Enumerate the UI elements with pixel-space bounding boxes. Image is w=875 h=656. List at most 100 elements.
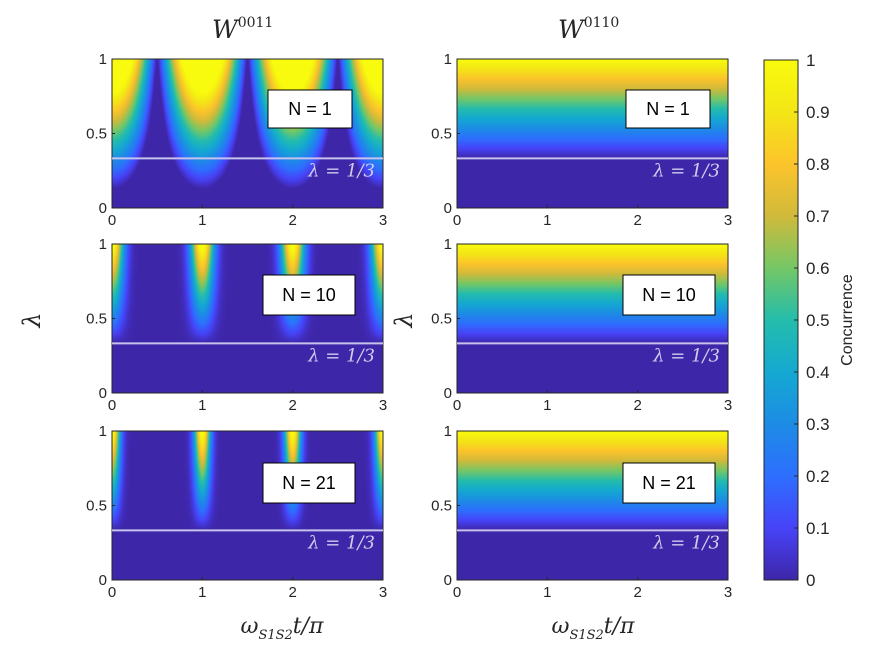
- xtick-label-W0011-N1-0: 0: [108, 212, 116, 229]
- xtick-label-W0011-N21-3: 3: [379, 584, 387, 601]
- colorbar-tick-label-3: 0.3: [806, 415, 830, 434]
- colorbar-tick-label-4: 0.4: [806, 363, 830, 382]
- heatmap-canvas-W0011-N21: [112, 431, 383, 580]
- lambda-line-label-W0011-N21: λ = 1/3: [307, 532, 375, 553]
- ytick-label-W0011-N1-2: 1: [99, 51, 107, 68]
- xtick-label-W0110-N21-1: 1: [543, 584, 551, 601]
- n-box-label-W0110-N10: N = 10: [642, 285, 696, 305]
- xtick-label-W0011-N1-2: 2: [288, 212, 296, 229]
- ytick-label-W0011-N10-0: 0: [99, 385, 107, 402]
- heatmap-canvas-W0110-N10: [457, 244, 728, 393]
- column-title-W0110: W0110: [558, 15, 619, 44]
- ylabel-left: λ: [18, 312, 46, 328]
- colorbar-tick-label-6: 0.6: [806, 259, 830, 278]
- colorbar-tick-label-5: 0.5: [806, 311, 830, 330]
- xtick-label-W0110-N21-2: 2: [633, 584, 641, 601]
- colorbar-label: Concurrence: [839, 274, 856, 366]
- lambda-line-label-W0011-N1: λ = 1/3: [307, 160, 375, 181]
- heatmap-canvas-W0110-N1: [457, 59, 728, 208]
- xlabel-right-tail: t/π: [604, 614, 635, 639]
- xlabel-right-sub: S1S2: [569, 628, 603, 643]
- panel-W0011-N10: λ = 1/3 N = 10 0 1 2 3 0 0.5 1: [86, 236, 387, 414]
- xtick-label-W0110-N10-3: 3: [724, 397, 732, 414]
- ytick-label-W0011-N10-2: 1: [99, 236, 107, 253]
- colorbar-tick-label-1: 0.1: [806, 519, 830, 538]
- n-box-label-W0011-N21: N = 21: [282, 473, 336, 493]
- xtick-label-W0110-N1-0: 0: [453, 212, 461, 229]
- xtick-label-W0110-N10-2: 2: [633, 397, 641, 414]
- colorbar-tick-label-9: 0.9: [806, 103, 830, 122]
- xtick-label-W0011-N10-1: 1: [198, 397, 206, 414]
- lambda-line-label-W0011-N10: λ = 1/3: [307, 345, 375, 366]
- ytick-label-W0011-N21-0: 0: [99, 572, 107, 589]
- n-box-W0110-N1: [625, 89, 711, 129]
- xtick-label-W0110-N10-0: 0: [453, 397, 461, 414]
- svg-text:W0110: W0110: [558, 15, 619, 44]
- ytick-label-W0110-N21-2: 1: [444, 423, 452, 440]
- colorbar-ticks: 0 0.1 0.2 0.3 0.4 0.5 0.6 0.7 0.8 0.9 1: [794, 51, 830, 590]
- ytick-label-W0110-N1-0: 0: [444, 200, 452, 217]
- xtick-label-W0011-N10-2: 2: [288, 397, 296, 414]
- xtick-label-W0110-N1-3: 3: [724, 212, 732, 229]
- xtick-label-W0011-N10-0: 0: [108, 397, 116, 414]
- lambda-line-label-W0110-N21: λ = 1/3: [652, 532, 720, 553]
- heatmap-W0011-N10: [112, 244, 383, 393]
- ytick-label-W0110-N21-1: 0.5: [431, 498, 452, 515]
- panel-W0011-N1: λ = 1/3 N = 1 0 1 2 3 0 0.5 1: [86, 51, 387, 229]
- xtick-label-W0011-N1-1: 1: [198, 212, 206, 229]
- ytick-label-W0110-N21-0: 0: [444, 572, 452, 589]
- n-box-W0110-N21: [622, 462, 716, 504]
- colorbar-tick-label-0: 0: [806, 571, 815, 590]
- ytick-label-W0011-N21-1: 0.5: [86, 498, 107, 515]
- xtick-label-W0110-N1-2: 2: [633, 212, 641, 229]
- colorbar-tick-label-8: 0.8: [806, 155, 830, 174]
- xtick-label-W0011-N21-2: 2: [288, 584, 296, 601]
- n-box-label-W0110-N21: N = 21: [642, 473, 696, 493]
- ytick-label-W0110-N10-0: 0: [444, 385, 452, 402]
- column-title-W0011-base: W: [212, 15, 240, 44]
- heatmap-W0110-N10: [457, 244, 728, 393]
- n-box-W0110-N10: [622, 274, 716, 316]
- xlabel-left-tail: t/π: [293, 614, 324, 639]
- panel-W0011-N21: λ = 1/3 N = 21 0 1 2 3 0 0.5 1: [86, 423, 387, 601]
- colorbar-gradient-holder: [764, 60, 798, 580]
- colorbar-gradient: [764, 60, 798, 580]
- ytick-label-W0110-N1-1: 0.5: [431, 126, 452, 143]
- colorbar-tick-label-10: 1: [806, 51, 815, 70]
- panel-W0110-N21: λ = 1/3 N = 21 0 1 2 3 0 0.5 1: [431, 423, 732, 601]
- colorbar: 0 0.1 0.2 0.3 0.4 0.5 0.6 0.7 0.8 0.9 1 Concurrenc…: [763, 51, 856, 590]
- heatmap-W0011-N21: [112, 431, 383, 580]
- panels: λ = 1/3N = 10 1 2 300.51λ = 1/3N = 10 1 2 300.…: [86, 51, 732, 601]
- n-box-W0011-N1: [267, 89, 353, 129]
- ytick-label-W0011-N1-1: 0.5: [86, 126, 107, 143]
- colorbar-tick-label-2: 0.2: [806, 467, 830, 486]
- xtick-label-W0110-N21-0: 0: [453, 584, 461, 601]
- heatmap-canvas-W0110-N21: [457, 431, 728, 580]
- heatmap-W0011-N1: [112, 59, 383, 208]
- column-title-W0110-base: W: [558, 15, 586, 44]
- xtick-label-W0110-N21-3: 3: [724, 584, 732, 601]
- ytick-label-W0110-N10-2: 1: [444, 236, 452, 253]
- lambda-line-label-W0110-N1: λ = 1/3: [652, 160, 720, 181]
- heatmap-W0110-N1: [457, 59, 728, 208]
- heatmap-W0110-N21: [457, 431, 728, 580]
- heatmap-canvas-W0011-N10: [112, 244, 383, 393]
- ytick-label-W0011-N21-2: 1: [99, 423, 107, 440]
- n-box-W0011-N21: [262, 462, 356, 504]
- xtick-label-W0011-N10-3: 3: [379, 397, 387, 414]
- ylabel-right: λ: [390, 312, 418, 328]
- xtick-label-W0011-N21-0: 0: [108, 584, 116, 601]
- panel-W0110-N1: λ = 1/3 N = 1 0 1 2 3 0 0.5 1: [431, 51, 732, 229]
- ytick-label-W0011-N10-1: 0.5: [86, 311, 107, 328]
- xlabel-left-base: ω: [240, 614, 258, 639]
- colorbar-tick-label-7: 0.7: [806, 207, 830, 226]
- xtick-label-W0011-N1-3: 3: [379, 212, 387, 229]
- xtick-label-W0011-N21-1: 1: [198, 584, 206, 601]
- svg-text:W0011: W0011: [212, 15, 273, 44]
- lambda-line-label-W0110-N10: λ = 1/3: [652, 345, 720, 366]
- ytick-label-W0110-N10-1: 0.5: [431, 311, 452, 328]
- column-title-W0011: W0011: [212, 15, 273, 44]
- heatmap-canvas-W0011-N1: [112, 59, 383, 208]
- ytick-label-W0011-N1-0: 0: [99, 200, 107, 217]
